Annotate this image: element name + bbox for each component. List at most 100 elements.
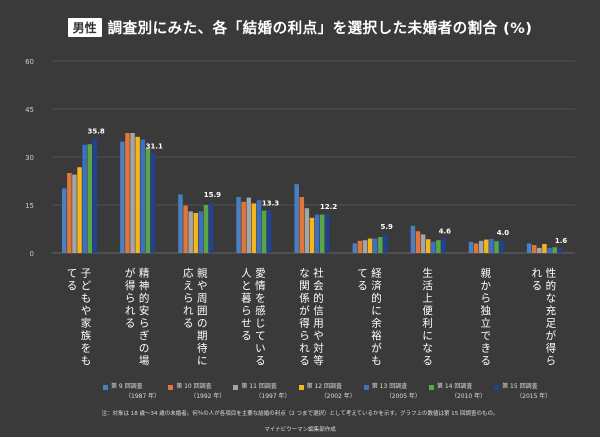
- category-label: 性的な充足が得ら: [546, 267, 557, 368]
- bar: [436, 240, 441, 253]
- y-tick-label: 0: [30, 250, 34, 258]
- bar: [425, 239, 431, 253]
- category-label: 社会的信用や対等: [313, 267, 324, 368]
- bar: [120, 141, 125, 253]
- legend-series-name: 第 10 回調査: [176, 383, 212, 390]
- footnote: 注：対象は 18 歳～34 歳の未婚者。何％の人が各項目を主要な結婚の利点（2 …: [101, 411, 499, 417]
- bar: [135, 136, 140, 253]
- category-label: てる: [357, 268, 368, 293]
- bar: [383, 234, 388, 253]
- bar: [542, 244, 547, 253]
- legend-swatch: [103, 385, 108, 390]
- chart-title: 男性 調査別にみた、各「結婚の利点」を選択した未婚者の割合 (%): [0, 17, 600, 38]
- bar: [208, 202, 214, 253]
- bar: [188, 211, 193, 253]
- bar: [431, 241, 436, 253]
- legend-label: 第 10 回調査 （1992 年）: [176, 382, 225, 402]
- legend-label: 第 11 回調査 （1997 年）: [241, 382, 290, 402]
- bar: [357, 240, 363, 253]
- bar: [325, 213, 330, 253]
- category-label: 親から独立できる: [481, 267, 492, 368]
- bar: [489, 238, 494, 253]
- bar: [309, 217, 315, 253]
- bar: [193, 213, 199, 253]
- legend-series-name: 第 14 回調査: [436, 383, 473, 390]
- legend-series-name: 第 13 回調査: [371, 383, 408, 390]
- legend-label: 第 13 回調査 （2005 年）: [372, 382, 421, 402]
- bar: [531, 245, 537, 253]
- bar: [178, 194, 183, 253]
- bar: [372, 238, 378, 253]
- category-label: 生活上便利になる: [422, 267, 433, 368]
- bar: [125, 133, 130, 253]
- bar: [547, 247, 552, 253]
- bar: [82, 144, 87, 253]
- credit: マイナビウーマン編集部作成: [264, 427, 336, 433]
- legend-series-name: 第 12 回調査: [306, 383, 343, 390]
- legend-swatch: [428, 385, 434, 390]
- title-text: 調査別にみた、各「結婚の利点」を選択した未婚者の割合 (%): [107, 21, 533, 37]
- bar: [468, 241, 474, 253]
- bar: [378, 237, 383, 253]
- bar: [478, 240, 484, 253]
- legend-item: 第 9 回調査 （1987 年）: [103, 382, 160, 402]
- legend-swatch: [233, 385, 239, 390]
- bar: [294, 184, 299, 253]
- legend-label: 第 9 回調査 （1987 年）: [111, 382, 160, 402]
- legend-item: 第 15 回調査 （2015 年）: [494, 382, 551, 402]
- bar: [537, 247, 542, 253]
- bar: [183, 205, 188, 253]
- bar: [203, 205, 209, 253]
- bar: [415, 231, 421, 253]
- category-label: れる: [532, 268, 543, 293]
- legend-series-year: （2010 年）: [450, 393, 487, 400]
- bar: [266, 210, 272, 253]
- data-label: 4.6: [439, 227, 452, 235]
- bar: [367, 238, 373, 253]
- legend-series-year: （2015 年）: [516, 393, 552, 400]
- bar: [299, 197, 305, 253]
- legend-series-year: （2005 年）: [385, 393, 421, 400]
- bar: [441, 238, 446, 253]
- bar: [410, 225, 416, 253]
- bar: [473, 243, 479, 253]
- bar: [251, 203, 257, 253]
- legend-series-name: 第 9 回調査: [111, 383, 143, 390]
- legend-item: 第 12 回調査 （2002 年）: [298, 382, 356, 402]
- legend-series-name: 第 11 回調査: [241, 383, 277, 390]
- bar: [552, 247, 557, 253]
- data-label: 12.2: [320, 203, 337, 211]
- category-label: が得られる: [125, 267, 136, 330]
- legend-item: 第 13 回調査 （2005 年）: [363, 382, 421, 402]
- bar: [304, 208, 310, 253]
- legend-series-year: （1987 年）: [125, 393, 161, 400]
- category-label: 経済的に余裕がも: [371, 267, 382, 368]
- legend-series-year: （2002 年）: [320, 393, 356, 400]
- data-label: 31.1: [146, 142, 163, 150]
- data-label: 1.6: [555, 237, 568, 245]
- bar: [67, 173, 72, 253]
- bar: [87, 144, 92, 253]
- bar: [484, 239, 489, 253]
- legend-item: 第 14 回調査 （2010 年）: [428, 382, 486, 402]
- bar-chart: 01530456035.8子どもや家族をもてる31.1精神的安らぎの場が得られる…: [25, 58, 575, 368]
- bar: [557, 247, 562, 253]
- bar: [420, 234, 426, 253]
- legend-series-year: （1992 年）: [190, 393, 226, 400]
- bar: [72, 174, 77, 253]
- y-tick-label: 15: [25, 202, 34, 210]
- legend-label: 第 14 回調査 （2010 年）: [437, 382, 486, 402]
- gender-badge: 男性: [67, 18, 102, 37]
- bar: [241, 201, 246, 253]
- bar: [319, 214, 325, 253]
- category-label: 親や周囲の期待に: [197, 267, 208, 368]
- data-label: 4.0: [497, 229, 510, 237]
- bar: [77, 167, 82, 253]
- bar: [92, 138, 98, 253]
- bar: [62, 188, 67, 253]
- legend-item: 第 11 回調査 （1997 年）: [233, 382, 291, 402]
- bar: [526, 243, 532, 253]
- y-tick-label: 30: [25, 154, 34, 162]
- category-label: な関係が得られる: [299, 268, 310, 368]
- data-label: 5.9: [381, 223, 394, 231]
